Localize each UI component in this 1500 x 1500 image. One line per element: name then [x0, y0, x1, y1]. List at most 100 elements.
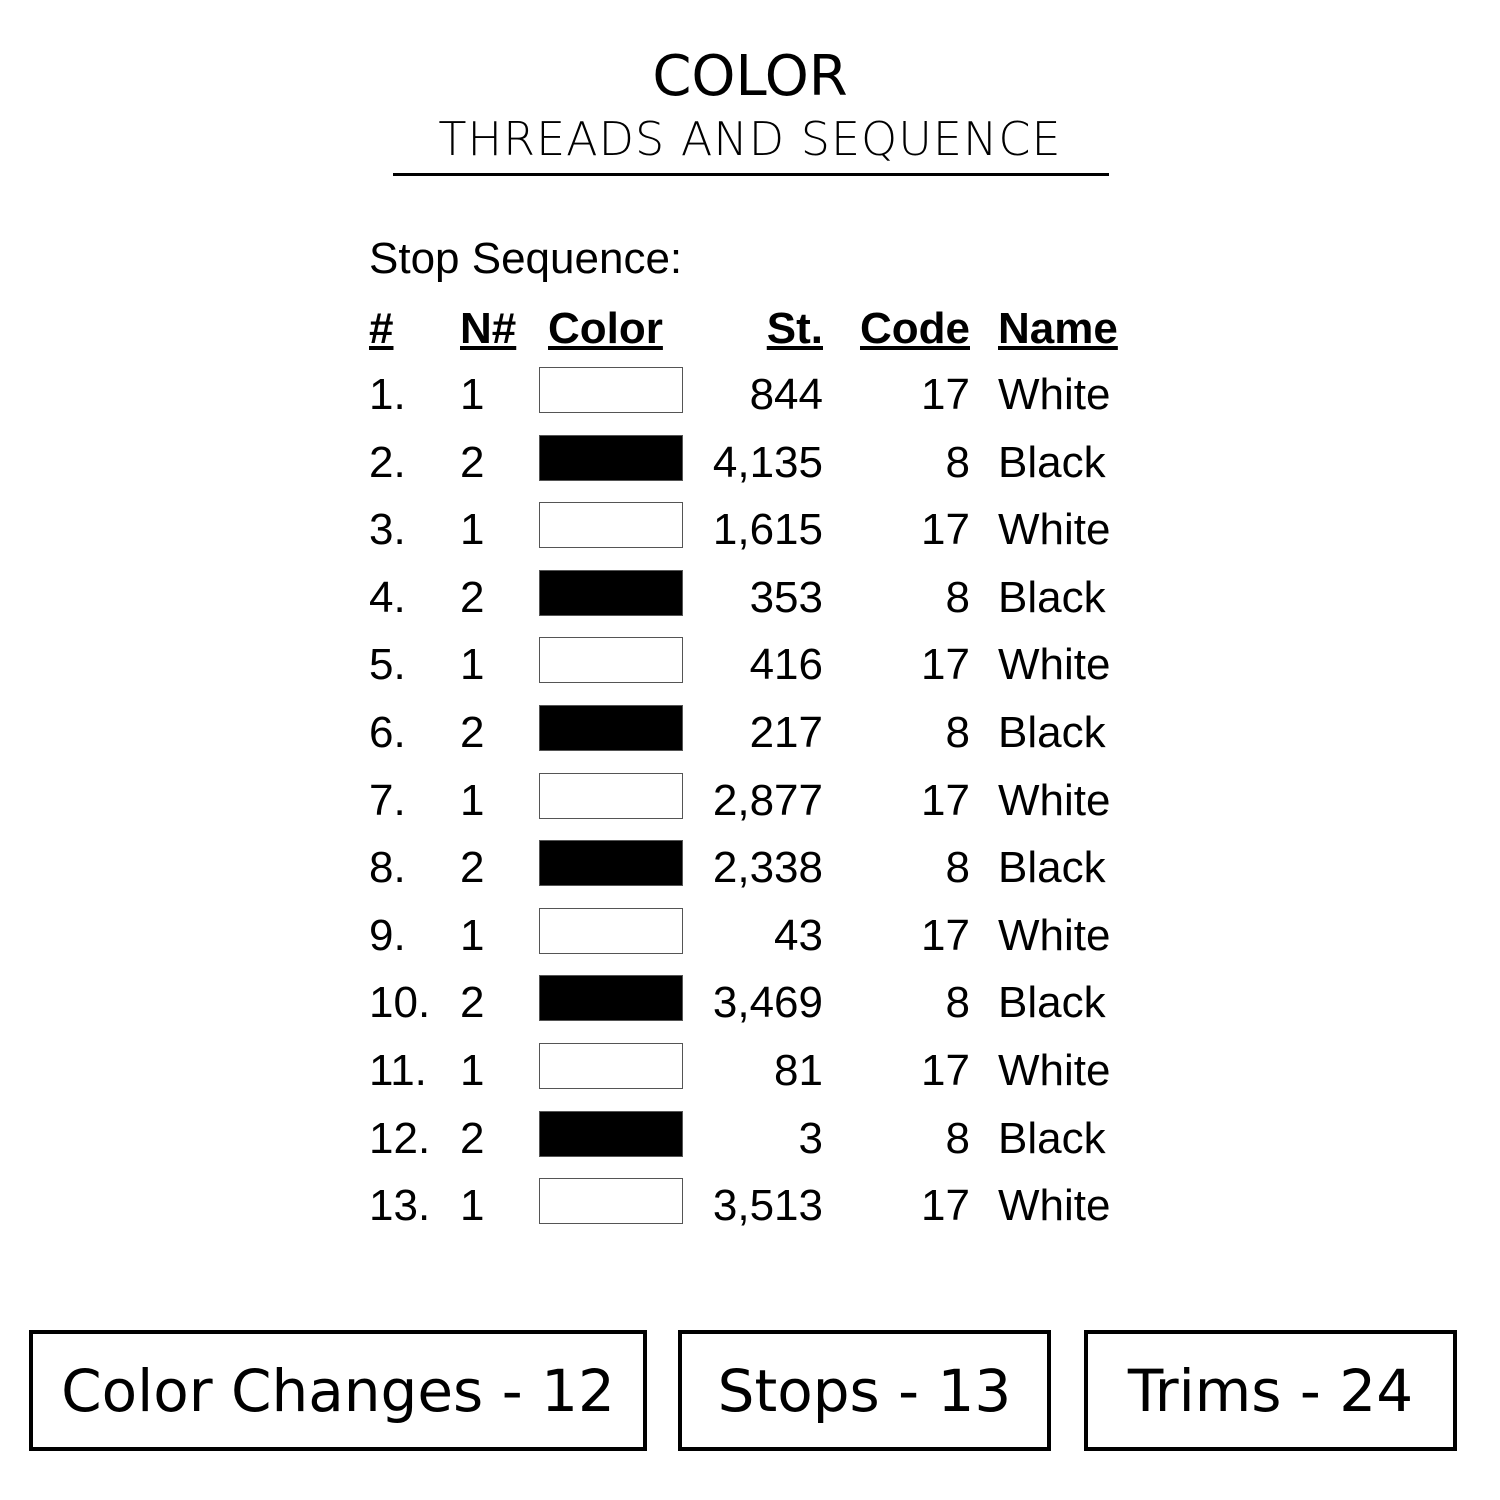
- thread-name: White: [998, 1181, 1111, 1231]
- header-stitches: St.: [766, 304, 823, 353]
- row-number: 7.: [369, 775, 406, 825]
- color-swatch: [539, 502, 683, 549]
- color-swatch: [539, 907, 683, 954]
- needle-number: 2: [460, 978, 485, 1028]
- row-number: 12.: [369, 1113, 431, 1163]
- table-row: 5. 1 416 17 White: [0, 637, 1500, 708]
- stitch-count: 2,338: [712, 843, 823, 893]
- needle-number: 1: [460, 910, 485, 960]
- needle-number: 2: [460, 437, 485, 487]
- thread-name: White: [998, 775, 1111, 825]
- color-swatch: [539, 434, 683, 481]
- thread-code: 17: [921, 640, 970, 690]
- stitch-count: 353: [749, 572, 823, 622]
- thread-code: 8: [945, 708, 970, 757]
- color-swatch: [539, 1178, 683, 1225]
- thread-name: White: [998, 910, 1111, 960]
- title-divider: [393, 173, 1109, 176]
- needle-number: 1: [460, 370, 485, 419]
- thread-name: White: [998, 370, 1111, 419]
- table-row: 12. 2 3 8 Black: [0, 1110, 1500, 1182]
- stitch-count: 3,513: [712, 1181, 823, 1231]
- table-row: 13. 1 3,513 17 White: [0, 1178, 1500, 1249]
- page-title: COLOR: [652, 44, 848, 109]
- row-number: 8.: [369, 843, 406, 893]
- stitch-count: 416: [749, 640, 823, 690]
- stitch-count: 217: [749, 708, 823, 757]
- stitch-count: 1,615: [712, 505, 823, 555]
- row-number: 6.: [369, 708, 406, 757]
- stitch-count: 2,877: [712, 775, 823, 825]
- thread-code: 17: [921, 505, 970, 555]
- thread-name: White: [998, 1046, 1111, 1095]
- needle-number: 1: [460, 1181, 485, 1231]
- needle-number: 1: [460, 775, 485, 825]
- needle-number: 1: [460, 1046, 485, 1095]
- table-row: 6. 2 217 8 Black: [0, 705, 1500, 776]
- thread-name: Black: [998, 1113, 1106, 1163]
- stitch-count: 3,469: [712, 978, 823, 1028]
- thread-code: 8: [945, 843, 970, 893]
- color-swatch: [539, 705, 683, 751]
- thread-name: Black: [998, 978, 1106, 1028]
- header-color: Color: [548, 304, 663, 353]
- needle-number: 1: [460, 505, 485, 555]
- thread-name: Black: [998, 437, 1106, 487]
- needle-number: 2: [460, 572, 485, 622]
- thread-code: 17: [921, 910, 970, 960]
- table-row: 7. 1 2,877 17 White: [0, 772, 1500, 844]
- row-number: 9.: [369, 910, 406, 960]
- stitch-count: 4,135: [712, 437, 823, 487]
- thread-code: 17: [921, 1181, 970, 1231]
- table-row: 3. 1 1,615 17 White: [0, 502, 1500, 573]
- needle-number: 2: [460, 1113, 485, 1163]
- table-row: 8. 2 2,338 8 Black: [0, 840, 1500, 911]
- table-row: 1. 1 844 17 White: [0, 367, 1500, 438]
- stitch-count: 81: [774, 1046, 823, 1095]
- header-num: #: [369, 304, 394, 353]
- row-number: 10.: [369, 978, 431, 1028]
- stitch-count: 844: [749, 370, 823, 419]
- header-name: Name: [998, 304, 1118, 353]
- thread-name: White: [998, 505, 1111, 555]
- thread-name: White: [998, 640, 1111, 690]
- needle-number: 2: [460, 708, 485, 757]
- row-number: 3.: [369, 505, 406, 555]
- row-number: 13.: [369, 1181, 431, 1231]
- color-swatch: [539, 1043, 683, 1089]
- color-swatch: [539, 1110, 683, 1157]
- color-swatch: [539, 840, 683, 887]
- thread-code: 17: [921, 775, 970, 825]
- thread-name: Black: [998, 572, 1106, 622]
- thread-code: 17: [921, 1046, 970, 1095]
- row-number: 5.: [369, 640, 406, 690]
- trims-box: Trims - 24: [1084, 1330, 1457, 1451]
- needle-number: 1: [460, 640, 485, 690]
- color-swatch: [539, 975, 683, 1022]
- color-swatch: [539, 637, 683, 684]
- table-row: 4. 2 353 8 Black: [0, 569, 1500, 641]
- thread-name: Black: [998, 843, 1106, 893]
- row-number: 4.: [369, 572, 406, 622]
- color-changes-box: Color Changes - 12: [29, 1330, 647, 1451]
- table-row: 2. 2 4,135 8 Black: [0, 434, 1500, 506]
- thread-code: 17: [921, 370, 970, 419]
- header-code: Code: [860, 304, 970, 353]
- table-row: 11. 1 81 17 White: [0, 1043, 1500, 1114]
- row-number: 1.: [369, 370, 406, 419]
- page-subtitle: THREADS AND SEQUENCE: [438, 112, 1062, 166]
- color-swatch: [539, 569, 683, 616]
- thread-code: 8: [945, 978, 970, 1028]
- table-row: 10. 2 3,469 8 Black: [0, 975, 1500, 1046]
- stitch-count: 43: [774, 910, 823, 960]
- row-number: 11.: [369, 1046, 427, 1095]
- stitch-count: 3: [798, 1113, 823, 1163]
- header-n: N#: [460, 304, 517, 353]
- row-number: 2.: [369, 437, 406, 487]
- color-swatch: [539, 367, 683, 413]
- color-swatch: [539, 772, 683, 819]
- stops-box: Stops - 13: [678, 1330, 1051, 1451]
- stop-sequence-label: Stop Sequence:: [369, 234, 683, 283]
- table-row: 9. 1 43 17 White: [0, 907, 1500, 979]
- thread-code: 8: [945, 437, 970, 487]
